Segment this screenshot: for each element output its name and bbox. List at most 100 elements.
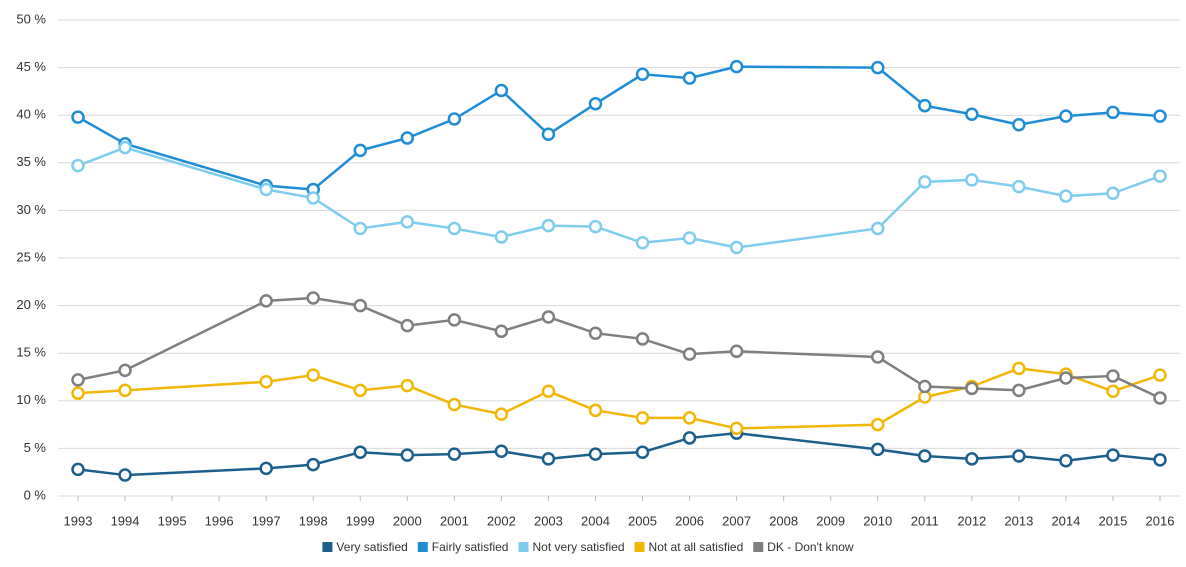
data-point	[1153, 169, 1167, 183]
data-point	[353, 383, 368, 398]
x-tick-label: 1998	[299, 513, 328, 528]
y-tick-label: 35 %	[16, 154, 46, 169]
data-point	[965, 173, 979, 187]
data-point	[259, 182, 273, 197]
data-point	[682, 71, 697, 85]
data-point	[494, 324, 509, 339]
data-point	[1059, 454, 1073, 468]
legend-swatch	[634, 542, 645, 552]
data-point	[494, 407, 509, 421]
data-point	[682, 431, 697, 445]
data-point	[870, 442, 885, 457]
legend-label: DK - Don't know	[767, 540, 854, 554]
data-point	[965, 381, 979, 396]
data-point	[635, 236, 650, 250]
y-tick-label: 30 %	[16, 202, 46, 217]
y-tick-label: 15 %	[16, 345, 46, 360]
data-point	[1012, 383, 1026, 398]
legend-label: Very satisfied	[336, 540, 407, 554]
data-point	[635, 445, 650, 459]
series-line	[77, 65, 1161, 191]
data-point	[870, 221, 885, 236]
x-tick-label: 1995	[158, 513, 187, 528]
x-tick-label: 2003	[534, 513, 563, 528]
y-tick-label: 40 %	[16, 107, 46, 122]
data-point	[918, 449, 932, 463]
x-tick-label: 1996	[205, 513, 234, 528]
x-tick-label: 2015	[1098, 513, 1127, 528]
data-point	[353, 221, 368, 236]
y-tick-label: 50 %	[16, 11, 46, 26]
x-tick-label: 1993	[64, 513, 93, 528]
y-tick-label: 0 %	[24, 487, 47, 502]
data-point	[306, 368, 320, 382]
y-tick-label: 20 %	[16, 297, 46, 312]
data-point	[588, 97, 603, 111]
x-tick-label: 2004	[581, 513, 610, 528]
data-point	[1106, 186, 1120, 201]
data-point	[729, 344, 744, 359]
data-point	[682, 347, 697, 361]
data-point	[588, 326, 603, 340]
series-line	[77, 367, 1161, 430]
data-point	[729, 240, 744, 255]
data-point	[1012, 361, 1026, 376]
data-point	[588, 403, 603, 418]
x-tick-label: 2007	[722, 513, 751, 528]
data-point	[353, 143, 368, 158]
data-point	[1153, 109, 1167, 123]
data-point	[1012, 449, 1026, 463]
y-tick-label: 45 %	[16, 59, 46, 74]
legend-swatch	[322, 542, 333, 552]
data-point	[682, 411, 697, 425]
data-point	[870, 417, 885, 432]
data-point	[965, 452, 979, 466]
data-point	[306, 291, 320, 305]
data-point	[1153, 368, 1167, 382]
data-point	[1059, 189, 1073, 203]
data-point	[118, 383, 132, 398]
y-tick-label: 25 %	[16, 249, 46, 264]
x-tick-label: 2016	[1146, 513, 1175, 528]
data-point	[1059, 109, 1073, 123]
data-point	[965, 107, 979, 121]
x-tick-label: 2008	[769, 513, 798, 528]
data-point	[541, 127, 556, 141]
data-point	[541, 452, 556, 466]
y-tick-label: 10 %	[16, 392, 46, 407]
data-point	[400, 448, 415, 462]
x-tick-label: 2006	[675, 513, 704, 528]
x-tick-label: 1994	[111, 513, 140, 528]
data-point	[353, 445, 368, 459]
data-point	[1106, 369, 1120, 383]
data-point	[494, 444, 509, 459]
data-point	[870, 60, 885, 75]
data-point	[541, 384, 556, 399]
data-point	[447, 447, 462, 461]
data-point	[635, 332, 650, 346]
data-point	[259, 294, 273, 308]
data-point	[588, 447, 603, 461]
data-point	[447, 221, 462, 236]
data-point	[447, 313, 462, 327]
data-point	[400, 215, 415, 229]
x-tick-label: 2005	[628, 513, 657, 528]
data-point	[1012, 179, 1026, 194]
data-point	[1106, 384, 1120, 399]
x-tick-label: 2011	[911, 513, 939, 528]
x-tick-label: 2002	[487, 513, 516, 528]
data-point	[1153, 391, 1167, 405]
data-point	[306, 457, 320, 472]
legend-swatch	[753, 542, 764, 552]
legend-label: Fairly satisfied	[432, 540, 509, 554]
data-point	[259, 375, 273, 389]
x-tick-label: 2001	[440, 513, 469, 528]
data-point	[918, 379, 932, 394]
data-point	[118, 468, 132, 482]
data-point	[1012, 117, 1026, 132]
legend-label: Not very satisfied	[532, 540, 624, 554]
x-tick-label: 1999	[346, 513, 375, 528]
data-point	[494, 83, 509, 98]
series-line	[77, 431, 1161, 477]
